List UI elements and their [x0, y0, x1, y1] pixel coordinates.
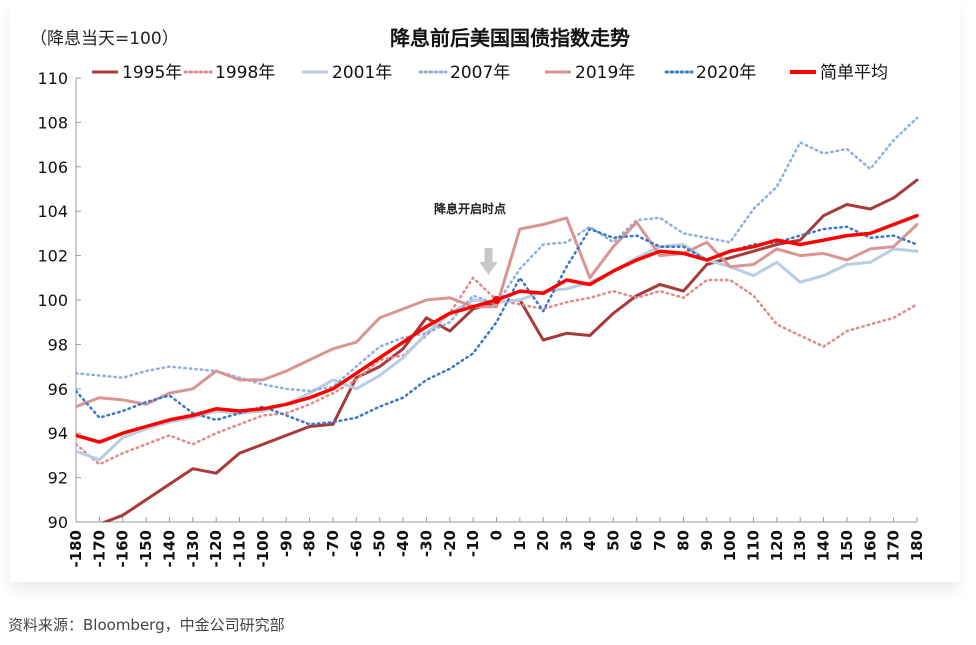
- x-tick-label: -110: [231, 530, 249, 568]
- legend: 1995年 1998年 2001年 2007年 2019年 2020年 简单平均: [92, 63, 888, 83]
- x-tick-label: -120: [207, 530, 225, 568]
- x-tick-label: -100: [254, 530, 272, 568]
- x-tick-label: 50: [604, 530, 622, 551]
- series-line-2001年: [76, 243, 919, 462]
- x-tick-label: -40: [394, 530, 412, 557]
- legend-label: 2001年: [332, 63, 392, 83]
- y-tick-label: 94: [48, 424, 68, 443]
- x-tick-label: 180: [908, 530, 926, 561]
- x-tick-label: -50: [371, 530, 389, 557]
- series-lines: [76, 116, 919, 522]
- legend-label: 简单平均: [820, 63, 888, 83]
- legend-label: 1995年: [122, 63, 182, 83]
- x-tick-label: -140: [160, 530, 178, 568]
- x-tick-label: -130: [184, 530, 202, 568]
- y-tick-label: 92: [48, 469, 68, 488]
- x-tick-label: -70: [324, 530, 342, 557]
- y-tick-label: 96: [48, 380, 68, 399]
- source-note: 资料来源：Bloomberg，中金公司研究部: [8, 616, 285, 634]
- series-line-1995年: [100, 178, 919, 522]
- x-tick-label: 20: [534, 530, 552, 551]
- x-tick-label: 80: [674, 530, 692, 551]
- x-tick-label: 30: [558, 530, 576, 551]
- y-tick-label: 104: [37, 202, 68, 221]
- y-tick-label: 90: [48, 513, 68, 532]
- x-tick-label: 120: [768, 530, 786, 561]
- legend-label: 1998年: [215, 63, 275, 83]
- y-tick-label: 106: [37, 158, 68, 177]
- x-tick-label: 140: [815, 530, 833, 561]
- y-tick-label: 102: [37, 247, 68, 266]
- x-tick-label: 60: [628, 530, 646, 551]
- annotation: 降息开启时点: [434, 201, 506, 304]
- x-tick-label: -170: [90, 530, 108, 568]
- series-line-2007年: [76, 116, 919, 393]
- x-tick-label: 40: [581, 530, 599, 551]
- x-tick-label: -30: [417, 530, 435, 557]
- legend-label: 2020年: [696, 63, 756, 83]
- x-tick-label: -80: [301, 530, 319, 557]
- series-line-2019年: [76, 216, 919, 409]
- y-tick-label: 108: [37, 113, 68, 132]
- x-tick-label: 0: [488, 530, 506, 540]
- x-tick-label: 110: [744, 530, 762, 561]
- x-tick-label: 170: [885, 530, 903, 561]
- y-tick-label: 100: [37, 291, 68, 310]
- legend-label: 2019年: [575, 63, 635, 83]
- down-arrow-icon: [479, 248, 498, 275]
- chart-title: 降息前后美国国债指数走势: [390, 26, 630, 50]
- x-tick-label: -20: [441, 530, 459, 557]
- x-tick-label: -160: [114, 530, 132, 568]
- x-tick-label: 150: [838, 530, 856, 561]
- x-tick-label: -10: [464, 530, 482, 557]
- x-tick-label: 100: [721, 530, 739, 561]
- x-tick-label: 130: [791, 530, 809, 561]
- series-line-简单平均: [76, 213, 919, 444]
- x-tick-label: -180: [67, 530, 85, 568]
- series-line-2020年: [76, 225, 919, 426]
- x-tick-label: 70: [651, 530, 669, 551]
- x-tick-label: 90: [698, 530, 716, 551]
- x-tick-label: -150: [137, 530, 155, 568]
- rate-cut-point: [492, 296, 501, 304]
- y-tick-label: 98: [48, 335, 68, 354]
- y-tick-label: 110: [37, 69, 68, 88]
- x-tick-label: -60: [347, 530, 365, 557]
- chart-subtitle: （降息当天=100）: [30, 29, 179, 49]
- x-tick-label: 160: [861, 530, 879, 561]
- legend-label: 2007年: [450, 63, 510, 83]
- annotation-label: 降息开启时点: [434, 201, 506, 216]
- x-tick-label: -90: [277, 530, 295, 557]
- x-tick-label: 10: [511, 530, 529, 551]
